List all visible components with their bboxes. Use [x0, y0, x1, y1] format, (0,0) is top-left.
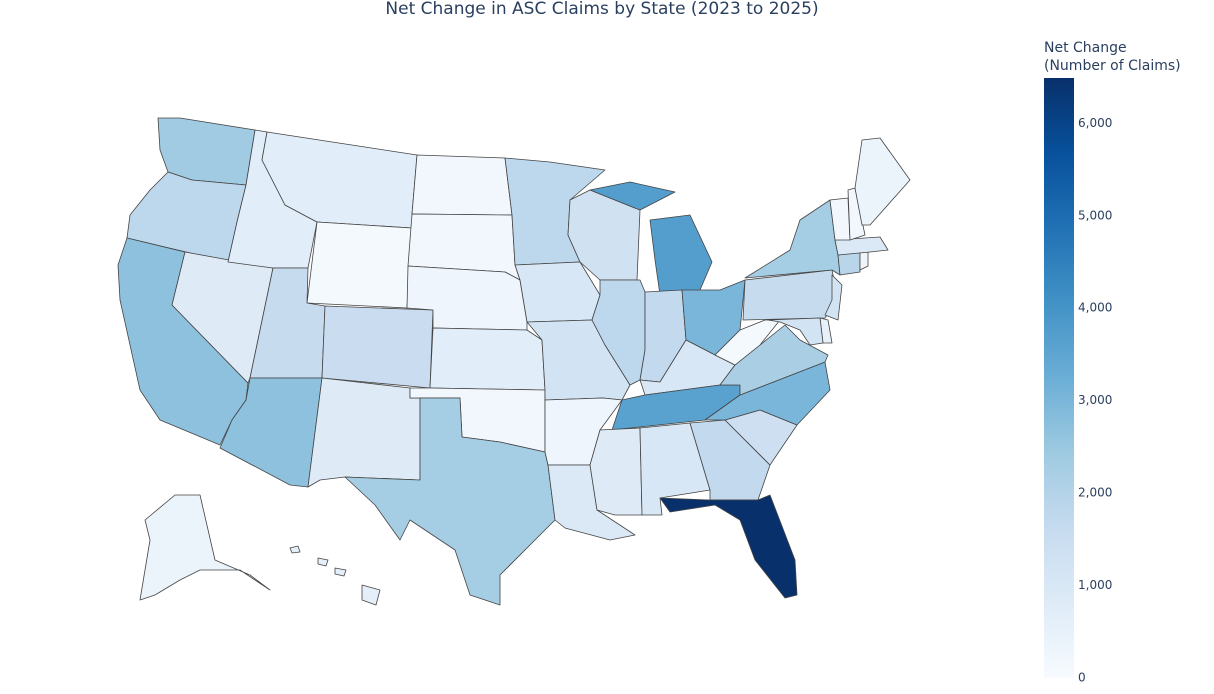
- state: [307, 377, 421, 488]
- state: [859, 251, 869, 271]
- state: [289, 545, 381, 606]
- state: [429, 327, 546, 391]
- state: [321, 305, 434, 389]
- state: [514, 261, 601, 323]
- state: [411, 154, 513, 216]
- state: [591, 279, 646, 386]
- colorbar-tick-label: 6,000: [1078, 116, 1112, 130]
- state: [837, 251, 861, 276]
- state: [824, 274, 843, 321]
- state: [742, 269, 839, 321]
- colorbar-tick-label: 1,000: [1078, 578, 1112, 592]
- colorbar-tick-label: 4,000: [1078, 301, 1112, 315]
- state: [744, 199, 841, 279]
- state: [767, 317, 824, 346]
- chart-title: Net Change in ASC Claims by State (2023 …: [385, 0, 818, 19]
- state: [659, 494, 798, 599]
- colorbar-tick-label: 0: [1078, 671, 1086, 685]
- state: [589, 427, 643, 516]
- map: [117, 117, 911, 606]
- colorbar-title: Net Change: [1044, 40, 1127, 56]
- colorbar-tick-label: 3,000: [1078, 393, 1112, 407]
- colorbar-tick-label: 5,000: [1078, 208, 1112, 222]
- state: [344, 397, 556, 606]
- state: [834, 236, 889, 256]
- colorbar: [1044, 78, 1074, 678]
- colorbar-title: (Number of Claims): [1044, 58, 1181, 74]
- state: [847, 187, 866, 241]
- state: [139, 494, 271, 601]
- state: [854, 137, 911, 226]
- colorbar-tick-label: 2,000: [1078, 486, 1112, 500]
- state: [306, 221, 413, 309]
